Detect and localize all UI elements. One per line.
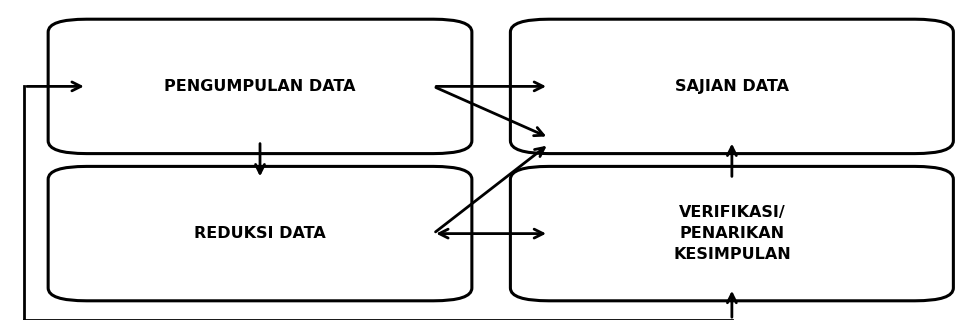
FancyBboxPatch shape	[510, 166, 953, 301]
Text: REDUKSI DATA: REDUKSI DATA	[195, 226, 325, 241]
Text: VERIFIKASI/
PENARIKAN
KESIMPULAN: VERIFIKASI/ PENARIKAN KESIMPULAN	[673, 205, 791, 262]
FancyBboxPatch shape	[510, 19, 953, 154]
Text: PENGUMPULAN DATA: PENGUMPULAN DATA	[165, 79, 355, 94]
Text: SAJIAN DATA: SAJIAN DATA	[675, 79, 789, 94]
FancyBboxPatch shape	[48, 166, 472, 301]
FancyBboxPatch shape	[48, 19, 472, 154]
